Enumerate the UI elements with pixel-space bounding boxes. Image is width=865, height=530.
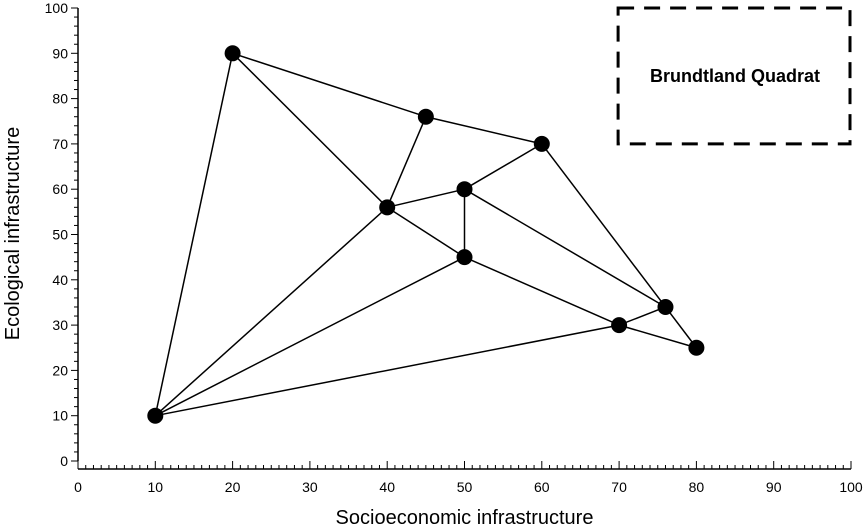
x-tick-label: 60 bbox=[534, 479, 550, 495]
y-ticks: 0 10 20 30 40 50 60 70 80 90 100 bbox=[45, 0, 78, 469]
data-point bbox=[456, 181, 473, 198]
network-edge bbox=[232, 52, 427, 118]
y-tick-label: 0 bbox=[60, 453, 68, 469]
y-tick-label: 50 bbox=[52, 227, 68, 243]
network-edge bbox=[464, 143, 543, 190]
x-tick-label: 30 bbox=[302, 479, 318, 495]
network-edge bbox=[618, 306, 666, 326]
y-tick-label: 20 bbox=[52, 362, 68, 378]
network-edge bbox=[664, 306, 697, 349]
data-point bbox=[224, 45, 241, 62]
data-point bbox=[611, 317, 628, 334]
y-tick-label: 30 bbox=[52, 317, 68, 333]
network-edge bbox=[154, 53, 234, 416]
data-point bbox=[417, 108, 434, 125]
data-point bbox=[533, 135, 550, 152]
network-edge bbox=[618, 324, 697, 349]
brundtland-quadrat: Brundtland Quadrat bbox=[616, 6, 852, 146]
y-tick-label: 10 bbox=[52, 408, 68, 424]
x-axis-title: Socioeconomic infrastructure bbox=[336, 507, 594, 529]
x-tick-label: 50 bbox=[457, 479, 473, 495]
y-tick-label: 80 bbox=[52, 91, 68, 107]
y-tick-label: 70 bbox=[52, 136, 68, 152]
y-tick-label: 90 bbox=[52, 45, 68, 61]
data-point bbox=[688, 339, 705, 356]
x-tick-label: 100 bbox=[839, 479, 863, 495]
y-axis-title: Ecological infrastructure bbox=[2, 127, 24, 340]
data-point bbox=[456, 249, 473, 266]
network-edge bbox=[154, 206, 388, 417]
axes: 0 10 20 30 40 50 60 70 80 90 100 0 10 20 30 40 50 60 70 80… bbox=[45, 0, 863, 495]
network-edges bbox=[154, 52, 697, 417]
network-edge bbox=[387, 188, 465, 209]
brundtland-quadrat-label: Brundtland Quadrat bbox=[650, 66, 820, 86]
network-edge bbox=[464, 188, 666, 308]
network-edge bbox=[464, 256, 620, 326]
x-tick-label: 80 bbox=[689, 479, 705, 495]
network-edge bbox=[425, 115, 542, 145]
network-edge bbox=[154, 256, 465, 417]
x-tick-label: 70 bbox=[611, 479, 627, 495]
network-edge bbox=[386, 206, 465, 258]
data-point bbox=[379, 199, 396, 216]
network-edge bbox=[386, 116, 427, 208]
x-tick-label: 0 bbox=[74, 479, 82, 495]
data-point bbox=[657, 298, 674, 315]
x-tick-label: 10 bbox=[148, 479, 164, 495]
data-points bbox=[147, 45, 705, 424]
x-tick-label: 90 bbox=[766, 479, 782, 495]
network-edge bbox=[541, 143, 667, 308]
x-tick-label: 20 bbox=[225, 479, 241, 495]
y-tick-label: 60 bbox=[52, 181, 68, 197]
y-tick-label: 100 bbox=[45, 0, 69, 16]
network-edge bbox=[232, 52, 388, 208]
y-tick-label: 40 bbox=[52, 272, 68, 288]
x-tick-label: 40 bbox=[379, 479, 395, 495]
data-point bbox=[147, 407, 164, 424]
network-edge bbox=[155, 324, 620, 417]
x-ticks: 0 10 20 30 40 50 60 70 80 90 100 bbox=[74, 461, 863, 495]
brundtland-quadrat-box bbox=[616, 6, 852, 146]
